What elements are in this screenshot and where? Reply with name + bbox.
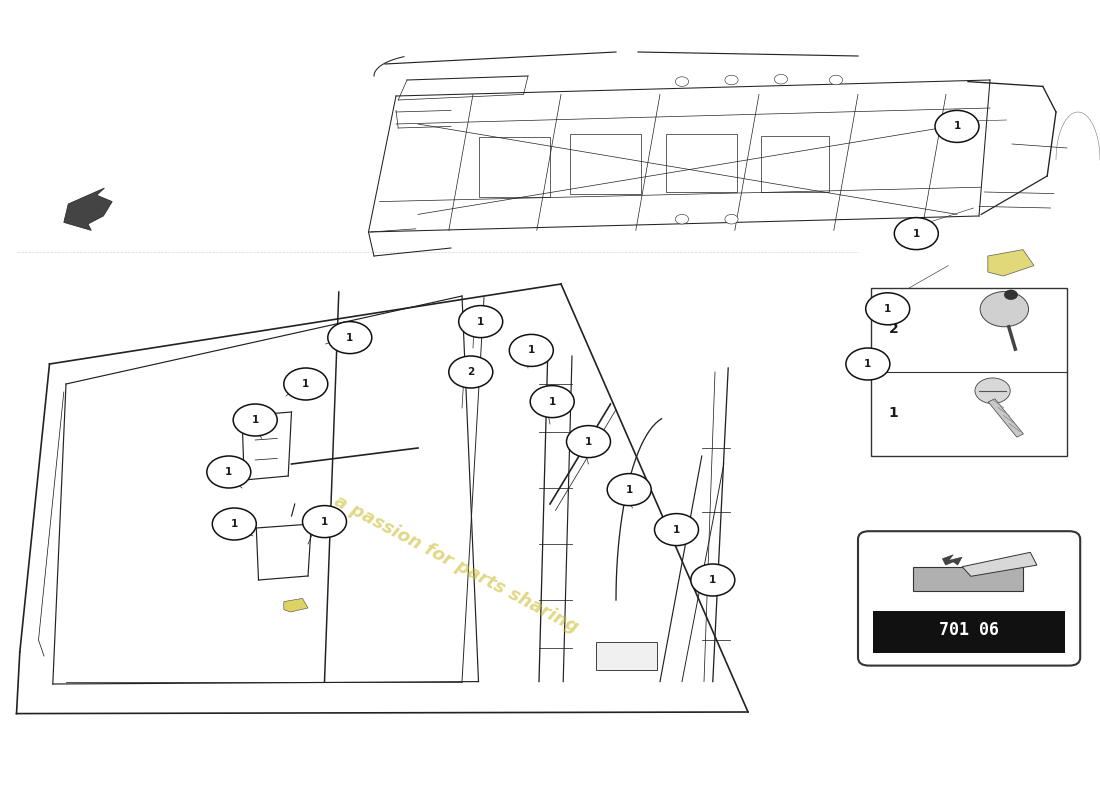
Circle shape bbox=[1004, 290, 1018, 299]
Circle shape bbox=[212, 508, 256, 540]
Circle shape bbox=[284, 368, 328, 400]
Text: 1: 1 bbox=[302, 379, 309, 389]
Circle shape bbox=[654, 514, 698, 546]
Circle shape bbox=[935, 110, 979, 142]
Text: 1: 1 bbox=[528, 346, 535, 355]
Circle shape bbox=[675, 77, 689, 86]
Text: 1: 1 bbox=[231, 519, 238, 529]
FancyBboxPatch shape bbox=[858, 531, 1080, 666]
Text: 1: 1 bbox=[626, 485, 632, 494]
Polygon shape bbox=[943, 554, 962, 565]
Text: 1: 1 bbox=[884, 304, 891, 314]
Circle shape bbox=[829, 75, 843, 85]
Circle shape bbox=[675, 214, 689, 224]
Text: 1: 1 bbox=[252, 415, 258, 425]
Text: 1: 1 bbox=[585, 437, 592, 446]
Circle shape bbox=[607, 474, 651, 506]
Bar bbox=[570, 134, 641, 194]
Circle shape bbox=[509, 334, 553, 366]
Text: 1: 1 bbox=[346, 333, 353, 342]
Circle shape bbox=[530, 386, 574, 418]
Text: 1: 1 bbox=[954, 122, 960, 131]
Circle shape bbox=[233, 404, 277, 436]
Circle shape bbox=[846, 348, 890, 380]
Text: 1: 1 bbox=[477, 317, 484, 326]
Text: a passion for parts sharing: a passion for parts sharing bbox=[331, 492, 582, 636]
Polygon shape bbox=[988, 398, 1023, 437]
Bar bbox=[761, 136, 829, 192]
Circle shape bbox=[459, 306, 503, 338]
Bar bbox=[666, 134, 737, 192]
Polygon shape bbox=[284, 598, 308, 612]
Text: 1: 1 bbox=[321, 517, 328, 526]
Circle shape bbox=[449, 356, 493, 388]
Polygon shape bbox=[988, 250, 1034, 276]
Bar bbox=[596, 642, 657, 670]
Bar bbox=[871, 288, 1067, 456]
Text: 1: 1 bbox=[889, 406, 899, 420]
Text: 2: 2 bbox=[468, 367, 474, 377]
Circle shape bbox=[975, 378, 1010, 403]
Circle shape bbox=[725, 75, 738, 85]
Circle shape bbox=[328, 322, 372, 354]
Circle shape bbox=[725, 214, 738, 224]
Circle shape bbox=[866, 293, 910, 325]
Circle shape bbox=[774, 74, 788, 84]
Circle shape bbox=[691, 564, 735, 596]
Circle shape bbox=[302, 506, 346, 538]
Bar bbox=[913, 566, 1023, 590]
Text: 1: 1 bbox=[549, 397, 556, 406]
Text: 2: 2 bbox=[889, 322, 899, 336]
Text: 1: 1 bbox=[913, 229, 920, 238]
Text: 1: 1 bbox=[226, 467, 232, 477]
Circle shape bbox=[566, 426, 610, 458]
Circle shape bbox=[980, 291, 1028, 326]
Bar bbox=[478, 137, 550, 197]
Bar bbox=[873, 611, 1065, 653]
Circle shape bbox=[207, 456, 251, 488]
Polygon shape bbox=[64, 188, 112, 230]
Polygon shape bbox=[962, 552, 1037, 576]
Circle shape bbox=[894, 218, 938, 250]
Text: 1: 1 bbox=[710, 575, 716, 585]
Text: 1: 1 bbox=[865, 359, 871, 369]
Text: 1: 1 bbox=[673, 525, 680, 534]
Text: 701 06: 701 06 bbox=[939, 622, 999, 639]
